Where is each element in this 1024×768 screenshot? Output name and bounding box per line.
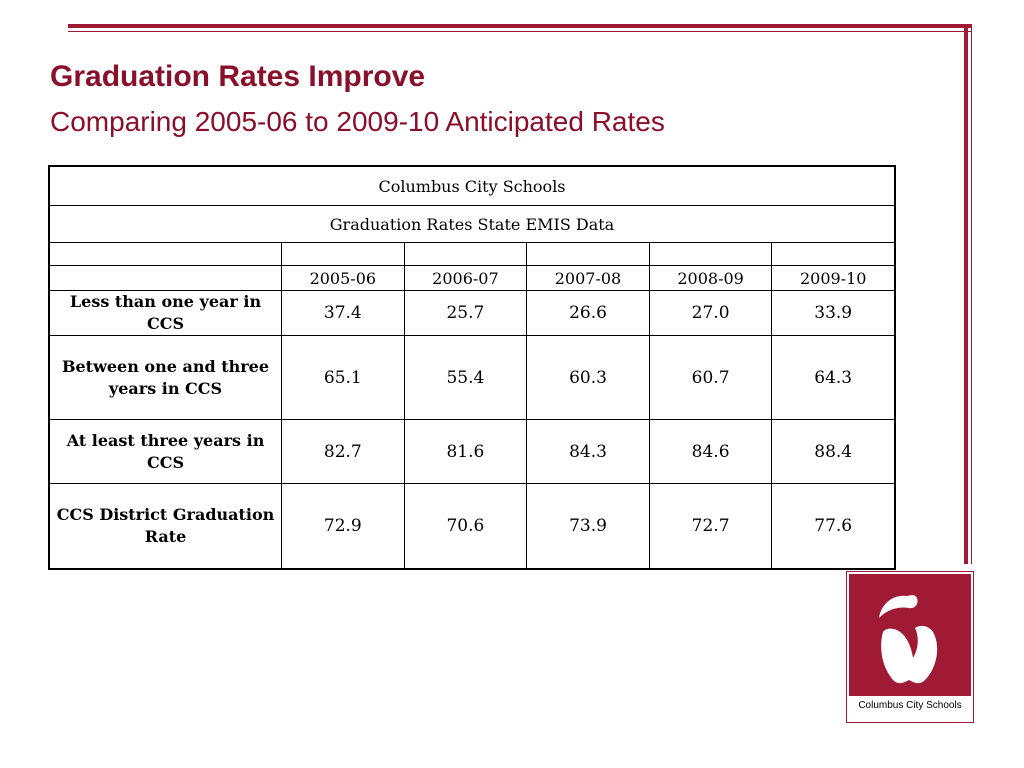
graduation-rates-table: Columbus City Schools Graduation Rates S… (48, 165, 896, 570)
blank-cell (771, 242, 896, 266)
rate-value: 73.9 (526, 483, 650, 570)
rate-value: 33.9 (771, 290, 896, 336)
table-subtitle: Graduation Rates State EMIS Data (48, 205, 896, 243)
blank-cell (281, 242, 405, 266)
blank-cell (648, 242, 773, 266)
year-header: 2006-07 (403, 265, 528, 291)
year-header: 2009-10 (771, 265, 896, 291)
blank-cell (526, 242, 650, 266)
table-row: At least three years in CCS 82.7 81.6 84… (48, 419, 896, 484)
table-header-row: 2005-06 2006-07 2007-08 2008-09 2009-10 (48, 265, 896, 291)
rate-value: 81.6 (403, 419, 528, 484)
right-border-thin-line (971, 24, 972, 564)
rate-value: 55.4 (403, 335, 528, 420)
table-blank-row (48, 242, 896, 266)
table-row: Between one and three years in CCS 65.1 … (48, 335, 896, 420)
slide-subtitle: Comparing 2005-06 to 2009-10 Anticipated… (50, 106, 665, 137)
blank-cell (48, 242, 283, 266)
right-border-line (964, 24, 968, 564)
table-title-row: Columbus City Schools (48, 165, 896, 206)
table-row: Less than one year in CCS 37.4 25.7 26.6… (48, 290, 896, 336)
year-header: 2008-09 (648, 265, 773, 291)
rate-value: 82.7 (281, 419, 405, 484)
top-border-line (68, 24, 972, 28)
rate-value: 37.4 (281, 290, 405, 336)
rate-value: 88.4 (771, 419, 896, 484)
top-border-thin-line (68, 31, 972, 32)
rate-value: 65.1 (281, 335, 405, 420)
rate-value: 26.6 (526, 290, 650, 336)
logo-background (849, 574, 971, 696)
apple-icon (879, 595, 938, 684)
year-header: 2005-06 (281, 265, 405, 291)
rate-value: 84.3 (526, 419, 650, 484)
logo-text: Columbus City Schools (858, 700, 962, 711)
rate-value: 60.7 (648, 335, 773, 420)
table-row: CCS District Graduation Rate 72.9 70.6 7… (48, 483, 896, 570)
rate-value: 64.3 (771, 335, 896, 420)
rate-value: 70.6 (403, 483, 528, 570)
table-subtitle-row: Graduation Rates State EMIS Data (48, 205, 896, 243)
blank-cell (403, 242, 528, 266)
rate-value: 72.7 (648, 483, 773, 570)
slide-title: Graduation Rates Improve (50, 60, 426, 93)
rate-value: 77.6 (771, 483, 896, 570)
table-title: Columbus City Schools (48, 165, 896, 206)
rate-value: 60.3 (526, 335, 650, 420)
row-label: At least three years in CCS (48, 419, 283, 484)
row-label: CCS District Graduation Rate (48, 483, 283, 570)
rate-value: 84.6 (648, 419, 773, 484)
rate-value: 25.7 (403, 290, 528, 336)
rate-value: 72.9 (281, 483, 405, 570)
year-header: 2007-08 (526, 265, 650, 291)
row-label: Less than one year in CCS (48, 290, 283, 336)
columbus-city-schools-logo: Columbus City Schools (846, 571, 974, 723)
header-corner-cell (48, 265, 283, 291)
rate-value: 27.0 (648, 290, 773, 336)
row-label: Between one and three years in CCS (48, 335, 283, 420)
